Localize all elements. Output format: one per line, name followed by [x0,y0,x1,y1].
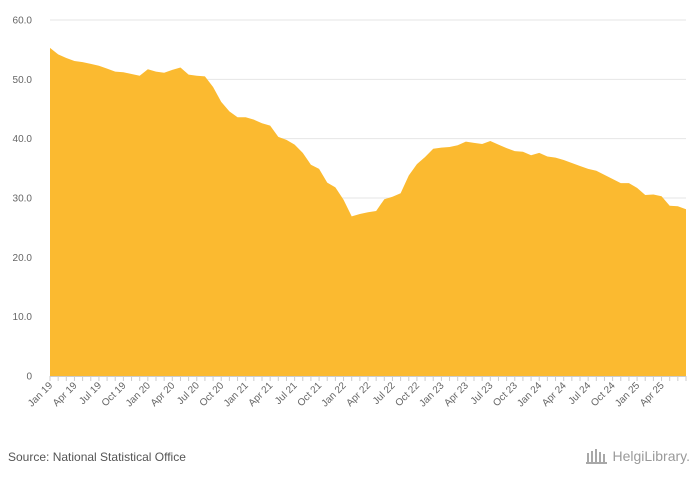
y-tick-label: 10.0 [13,312,33,323]
y-tick-label: 50.0 [13,75,33,86]
x-tick-label: Jan 21 [222,380,251,409]
x-tick-label: Jan 24 [515,380,544,409]
x-tick-label: Oct 19 [100,380,129,409]
x-tick-label: Jan 20 [124,380,153,409]
y-tick-label: 20.0 [13,253,33,264]
x-tick-label: Oct 21 [296,380,325,409]
library-icon [586,449,608,464]
x-tick-label: Jan 22 [320,380,349,409]
x-tick-label: Oct 22 [393,380,422,409]
x-tick-label: Apr 25 [638,380,667,409]
x-tick-label: Jan 19 [26,380,55,409]
y-tick-label: 30.0 [13,194,33,205]
source-note: Source: National Statistical Office [8,450,186,464]
brand-name: HelgiLibrary. [612,448,690,464]
y-tick-label: 60.0 [13,16,33,27]
x-tick-label: Jan 25 [613,380,642,409]
x-tick-label: Oct 23 [491,380,520,409]
x-tick-label: Apr 21 [247,380,276,409]
x-tick-label: Apr 22 [345,380,374,409]
area-series [50,47,686,376]
y-tick-label: 0 [26,372,32,383]
x-tick-label: Apr 19 [51,380,80,409]
x-tick-label: Apr 24 [540,380,569,409]
x-tick-label: Oct 20 [198,380,227,409]
y-tick-label: 40.0 [13,134,33,145]
brand-logo: HelgiLibrary. [586,448,690,464]
x-tick-label: Oct 24 [589,380,618,409]
y-axis: 0 10.0 20.0 30.0 40.0 50.0 60.0 [13,16,33,383]
series-layer [50,47,686,376]
x-tick-label: Jan 23 [417,380,446,409]
x-tick-label: Apr 23 [442,380,471,409]
x-tick-label: Apr 20 [149,380,178,409]
